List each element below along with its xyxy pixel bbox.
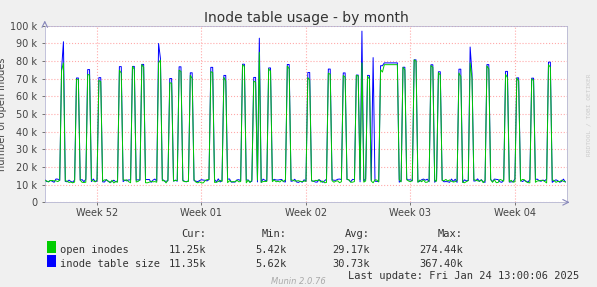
Text: Max:: Max: [438,229,463,239]
Text: 29.17k: 29.17k [333,245,370,255]
Text: 5.42k: 5.42k [256,245,287,255]
Title: Inode table usage - by month: Inode table usage - by month [204,11,408,25]
Text: Cur:: Cur: [181,229,206,239]
Text: RRDTOOL / TOBI OETIKER: RRDTOOL / TOBI OETIKER [587,73,592,156]
Text: 274.44k: 274.44k [419,245,463,255]
Text: open inodes: open inodes [60,245,128,255]
Text: 5.62k: 5.62k [256,259,287,269]
Text: 30.73k: 30.73k [333,259,370,269]
Text: inode table size: inode table size [60,259,160,269]
Text: 11.25k: 11.25k [168,245,206,255]
Text: Avg:: Avg: [345,229,370,239]
Text: Munin 2.0.76: Munin 2.0.76 [271,277,326,286]
Text: 11.35k: 11.35k [168,259,206,269]
Text: 367.40k: 367.40k [419,259,463,269]
Y-axis label: number of open inodes: number of open inodes [0,57,7,171]
Text: Min:: Min: [261,229,287,239]
Text: Last update: Fri Jan 24 13:00:06 2025: Last update: Fri Jan 24 13:00:06 2025 [348,271,579,281]
